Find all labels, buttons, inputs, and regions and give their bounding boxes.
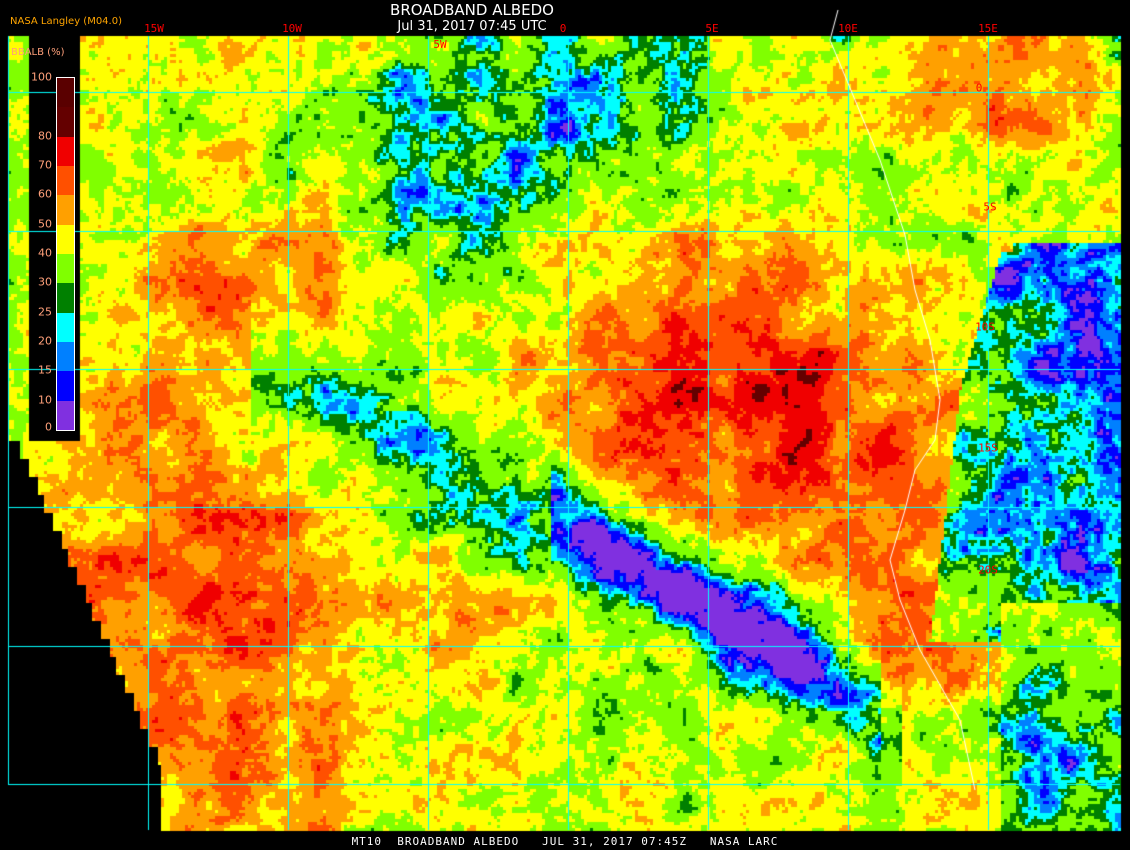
- credit-label: NASA Langley (M04.0): [10, 16, 122, 27]
- lat-label-0: 0: [975, 81, 983, 95]
- lon-label-0: 0: [559, 22, 567, 35]
- lon-label-10e: 10E: [838, 22, 858, 35]
- legend-title: BBALB (%): [11, 47, 65, 58]
- legend-tick-50: 50: [38, 217, 52, 231]
- legend-segment-40-50: [57, 224, 74, 254]
- legend-segment-0-10: [57, 400, 74, 430]
- legend-segment-15-20: [57, 341, 74, 372]
- legend-segment-25-30: [57, 283, 74, 313]
- legend-segment-60-70: [57, 165, 74, 196]
- legend-segment-80-90: [57, 107, 74, 137]
- legend-tick-10: 10: [38, 393, 52, 407]
- legend-tick-70: 70: [38, 158, 52, 172]
- legend-tick-15: 15: [38, 363, 52, 377]
- lat-label-5s: 5S: [983, 200, 997, 214]
- legend-tick-80: 80: [38, 129, 52, 143]
- lon-label-10w: 10W: [282, 22, 302, 35]
- legend-segment-50-60: [57, 195, 74, 225]
- lon-label-15w: 15W: [144, 22, 164, 35]
- legend-segment-90-100: [57, 78, 74, 108]
- legend-segment-70-80: [57, 136, 74, 166]
- legend-segment-10-15: [57, 371, 74, 401]
- lat-label-10s: 10S: [975, 320, 995, 334]
- legend-tick-30: 30: [38, 275, 52, 289]
- lat-label-20s: 20S: [978, 563, 998, 577]
- legend-tick-25: 25: [38, 305, 52, 319]
- map-datetime: Jul 31, 2017 07:45 UTC: [397, 19, 547, 34]
- legend-tick-40: 40: [38, 246, 52, 260]
- legend-segment-20-25: [57, 312, 74, 342]
- legend-tick-20: 20: [38, 334, 52, 348]
- lon-label-5e: 5E: [705, 22, 719, 35]
- legend-segment-30-40: [57, 253, 74, 284]
- legend-tick-0: 0: [45, 420, 52, 434]
- legend-tick-100: 100: [31, 70, 52, 84]
- map-title: BROADBAND ALBEDO: [390, 1, 554, 19]
- lon-label-15e: 15E: [978, 22, 998, 35]
- color-legend: [56, 77, 75, 431]
- lat-label-15s: 15S: [978, 441, 998, 455]
- legend-tick-60: 60: [38, 187, 52, 201]
- footer-caption: MT10 BROADBAND ALBEDO JUL 31, 2017 07:45…: [351, 835, 779, 848]
- lon-label-5w: 5W: [433, 38, 447, 51]
